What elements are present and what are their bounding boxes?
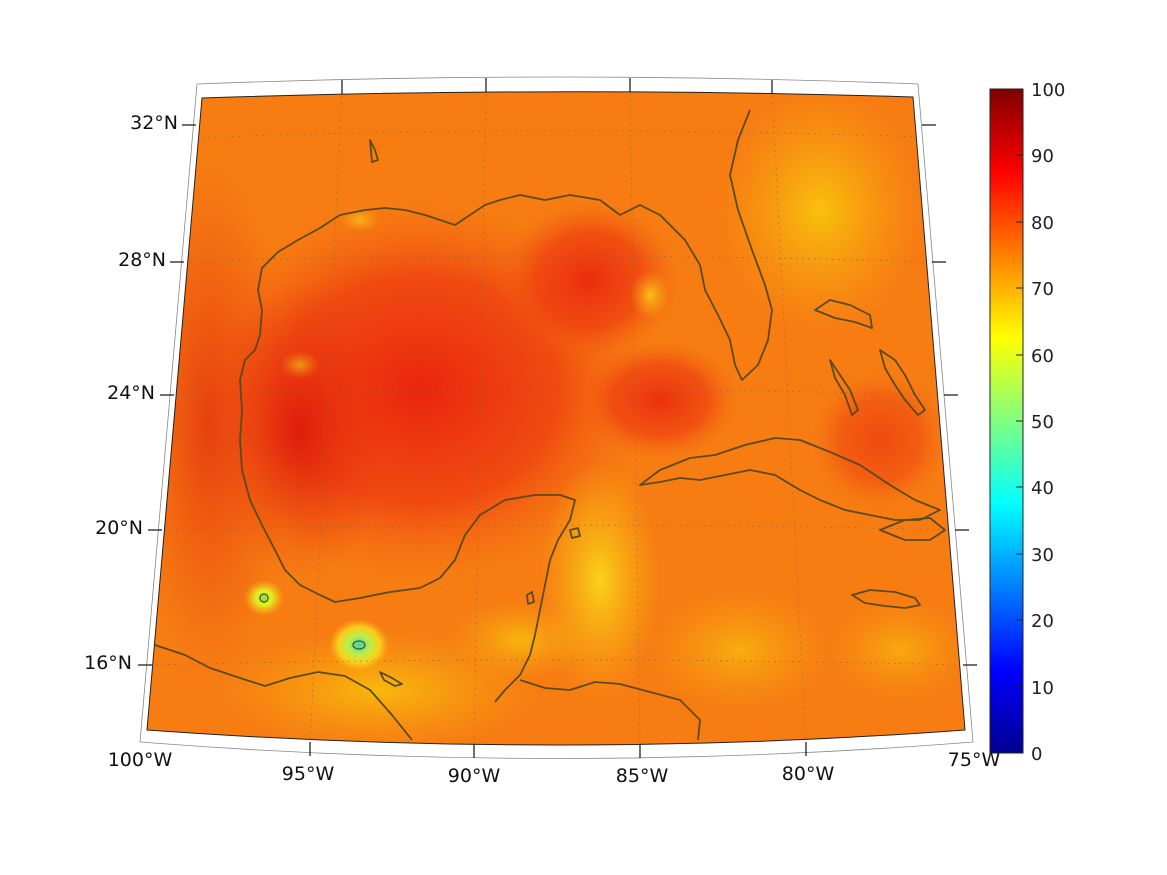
colorbar-label-30: 30 [1031,545,1054,566]
map-frame-outer [139,76,974,759]
lat-label-32: 32°N [130,112,178,134]
lon-label-95: 95°W [282,763,335,785]
colorbar-label-10: 10 [1031,678,1054,699]
coastlines [154,109,946,741]
colorbar-ticks [1016,154,1023,688]
colorbar-label-70: 70 [1031,279,1054,300]
colorbar-label-40: 40 [1031,478,1054,499]
lon-label-75: 75°W [948,749,1001,771]
lon-label-80: 80°W [782,763,835,785]
map-frame [146,91,966,746]
colorbar-label-80: 80 [1031,213,1054,234]
colorbar: 100 90 80 70 60 50 40 30 20 10 0 [989,80,1065,765]
lon-label-90: 90°W [448,765,501,787]
longitude-labels: 100°W 95°W 90°W 85°W 80°W 75°W [108,749,1001,787]
lon-label-85: 85°W [616,765,669,787]
colorbar-label-0: 0 [1031,744,1042,765]
lat-label-28: 28°N [118,249,166,271]
colorbar-label-60: 60 [1031,346,1054,367]
colorbar-label-20: 20 [1031,611,1054,632]
data-field [147,91,965,745]
colorbar-label-100: 100 [1031,80,1065,101]
hotspot-markers [259,593,366,650]
latitude-labels: 32°N 28°N 24°N 20°N 16°N [84,112,178,674]
graticule [149,91,964,745]
lon-label-100: 100°W [108,749,173,771]
lat-label-20: 20°N [95,517,143,539]
lat-label-24: 24°N [107,382,155,404]
tick-marks [138,78,977,758]
colorbar-label-50: 50 [1031,412,1054,433]
colorbar-label-90: 90 [1031,146,1054,167]
lat-label-16: 16°N [84,652,132,674]
